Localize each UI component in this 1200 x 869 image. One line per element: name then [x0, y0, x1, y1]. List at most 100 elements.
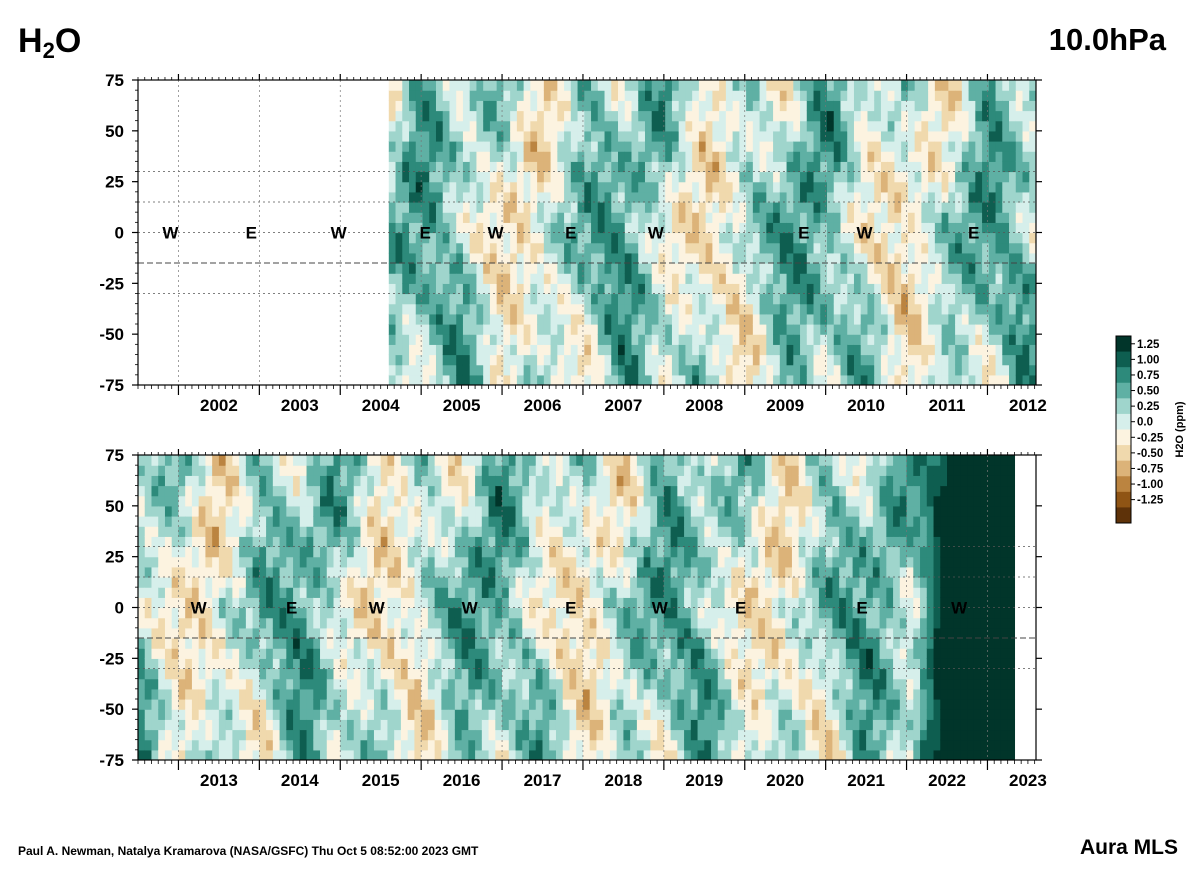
heatmap-cell [441, 638, 449, 649]
heatmap-cell [421, 607, 429, 619]
heatmap-cell [725, 293, 734, 305]
heatmap-cell [395, 364, 403, 376]
heatmap-cell [272, 526, 281, 537]
heatmap-cell [496, 334, 504, 345]
heatmap-cell [1015, 130, 1024, 142]
heatmap-cell [394, 739, 402, 751]
heatmap-cell [564, 171, 572, 183]
heatmap-cell [651, 110, 660, 122]
heatmap-cell [212, 668, 220, 680]
heatmap-cell [380, 546, 389, 558]
heatmap-cell [766, 202, 774, 213]
heatmap-cell [158, 709, 166, 720]
heatmap-cell [584, 161, 592, 173]
heatmap-cell [212, 739, 220, 751]
heatmap-cell [495, 668, 503, 680]
heatmap-cell [454, 536, 463, 548]
heatmap-cell [948, 222, 956, 234]
heatmap-cell [225, 526, 233, 537]
heatmap-cell [510, 110, 518, 122]
heatmap-cell [218, 607, 227, 619]
heatmap-cell [502, 719, 510, 731]
heatmap-cell [523, 181, 531, 193]
heatmap-cell [982, 202, 990, 213]
heatmap-cell [860, 90, 869, 101]
heatmap-cell [658, 100, 666, 112]
heatmap-cell [644, 354, 653, 366]
heatmap-cell [488, 566, 496, 578]
heatmap-cell [483, 222, 491, 234]
heatmap-cell [306, 526, 314, 537]
heatmap-cell [252, 536, 260, 548]
heatmap-cell [421, 709, 429, 720]
heatmap-cell [367, 505, 375, 517]
heatmap-cell [272, 668, 281, 680]
heatmap-cell [503, 242, 511, 254]
heatmap-cell [766, 303, 774, 315]
heatmap-cell [827, 80, 835, 91]
heatmap-cell [409, 344, 417, 356]
heatmap-cell [502, 638, 510, 649]
heatmap-cell [995, 324, 1003, 335]
heatmap-cell [239, 526, 247, 537]
heatmap-cell [1002, 324, 1010, 335]
heatmap-cell [353, 475, 362, 487]
heatmap-cell [272, 485, 281, 497]
heatmap-cell [618, 141, 626, 152]
heatmap-cell [429, 130, 437, 142]
heatmap-cell [1036, 233, 1043, 244]
heatmap-cell [564, 324, 572, 335]
heatmap-cell [779, 242, 788, 254]
heatmap-cell [752, 90, 761, 101]
heatmap-cell [171, 668, 180, 680]
heatmap-cell [185, 465, 193, 476]
heatmap-cell [678, 232, 687, 244]
heatmap-cell [434, 678, 442, 690]
heatmap-cell [326, 455, 335, 466]
heatmap-cell [259, 719, 267, 731]
heatmap-cell [685, 100, 693, 112]
heatmap-cell [604, 222, 612, 234]
heatmap-cell [611, 141, 619, 152]
heatmap-cell [508, 566, 517, 578]
heatmap-cell [306, 729, 314, 741]
heatmap-cell [508, 607, 517, 619]
heatmap-cell [469, 283, 478, 295]
heatmap-cell [448, 495, 456, 507]
heatmap-cell [421, 627, 429, 639]
heatmap-cell [279, 505, 287, 517]
heatmap-cell [388, 141, 397, 152]
heatmap-cell [454, 577, 463, 588]
heatmap-cell [461, 516, 469, 527]
heatmap-cell [928, 120, 936, 132]
heatmap-cell [510, 130, 518, 142]
heatmap-cell [421, 617, 429, 629]
heatmap-cell [232, 678, 240, 690]
heatmap-cell [840, 202, 848, 213]
heatmap-cell [658, 120, 666, 132]
heatmap-cell [827, 313, 835, 325]
heatmap-cell [483, 324, 491, 335]
heatmap-cell [644, 151, 653, 162]
heatmap-cell [901, 263, 909, 274]
heatmap-cell [515, 719, 523, 731]
heatmap-cell [502, 516, 510, 527]
heatmap-cell [456, 252, 464, 264]
heatmap-cell [313, 699, 321, 710]
heatmap-cell [739, 202, 747, 213]
heatmap-cell [508, 465, 517, 476]
heatmap-cell [299, 749, 308, 760]
heatmap-cell [618, 120, 626, 132]
heatmap-cell [481, 546, 490, 558]
heatmap-cell [982, 273, 990, 284]
heatmap-cell [158, 678, 166, 690]
heatmap-cell [800, 324, 808, 335]
heatmap-cell [306, 587, 314, 598]
heatmap-cell [171, 495, 180, 507]
heatmap-cell [272, 617, 281, 629]
heatmap-cell [454, 465, 463, 476]
heatmap-cell [766, 90, 774, 101]
heatmap-cell [299, 648, 308, 659]
heatmap-cell [624, 151, 633, 162]
heatmap-cell [508, 678, 517, 690]
